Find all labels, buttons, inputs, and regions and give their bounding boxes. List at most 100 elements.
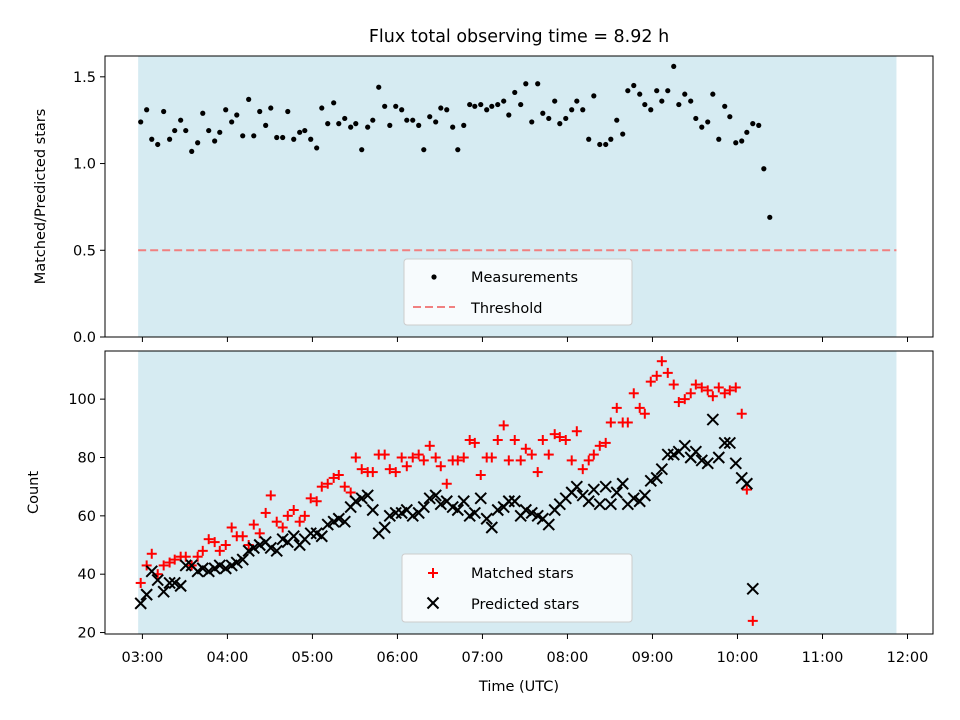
measurement-point <box>614 117 620 123</box>
matched-star-point <box>390 467 401 478</box>
predicted-star-point <box>650 471 663 485</box>
measurement-point <box>767 214 773 220</box>
measurement-point <box>399 107 405 113</box>
matched-star-point <box>690 379 701 390</box>
matched-star-point <box>622 417 633 428</box>
matched-star-point <box>520 443 531 454</box>
matched-star-point <box>696 382 707 393</box>
measurement-point <box>382 103 388 109</box>
predicted-star-point <box>451 503 464 517</box>
measurement-point <box>336 121 342 127</box>
measurement-point <box>597 141 603 148</box>
matched-star-point <box>588 449 599 460</box>
x-tick-label: 10:00 <box>717 650 759 666</box>
legend-predicted-label: Predicted stars <box>471 597 579 613</box>
matched-star-point <box>736 408 747 419</box>
matched-star-point <box>503 455 514 466</box>
matched-star-point <box>328 472 339 483</box>
measurement-point <box>206 127 212 134</box>
measurement-point <box>263 122 269 128</box>
matched-legend-marker <box>428 568 438 578</box>
measurement-point <box>161 108 167 115</box>
predicted-star-point <box>168 576 181 590</box>
matched-star-point <box>702 385 713 396</box>
matched-star-point <box>679 394 690 405</box>
measurement-point <box>648 107 654 113</box>
predicted-star-point <box>468 506 482 520</box>
measurement-point <box>325 121 331 127</box>
predicted-star-point <box>264 541 277 555</box>
measurement-point <box>167 136 173 142</box>
measurement-point <box>149 136 155 142</box>
measurement-point <box>268 105 274 111</box>
matched-star-point <box>288 505 299 516</box>
matched-star-point <box>469 437 480 448</box>
bottom-legend-box <box>401 553 633 623</box>
top-x-ticks <box>141 337 908 342</box>
predicted-star-point <box>599 480 612 493</box>
measurement-point <box>580 107 586 113</box>
matched-star-point <box>724 385 735 396</box>
matched-star-point <box>158 560 169 571</box>
measurement-point <box>608 136 614 142</box>
predicted-star-point <box>542 518 555 531</box>
matched-star-point <box>164 557 175 568</box>
matched-star-point <box>452 455 463 466</box>
predicted-star-point <box>219 562 232 575</box>
measurement-point <box>416 122 422 128</box>
measurement-point <box>574 98 580 104</box>
predicted-star-point <box>508 495 521 508</box>
matched-star-point <box>668 379 679 390</box>
measurement-point <box>506 112 512 118</box>
measurement-point <box>705 119 711 125</box>
measurement-points <box>138 63 773 220</box>
matched-star-point <box>730 382 741 393</box>
measurement-point <box>200 110 206 116</box>
measurement-point <box>722 103 728 109</box>
measurement-point <box>693 115 699 122</box>
matched-star-point <box>413 449 424 460</box>
matched-star-point <box>350 452 361 463</box>
y-tick-label: 80 <box>78 450 96 466</box>
top-y-ticks: 0.0 0.5 1.0 1.5 <box>73 70 105 346</box>
measurement-point <box>257 108 263 115</box>
x-tick-label: 06:00 <box>377 650 419 666</box>
matched-star-point <box>747 615 758 626</box>
measurement-point <box>297 129 303 135</box>
measurement-point <box>461 122 467 128</box>
measurement-point <box>529 119 535 125</box>
matched-star-point <box>554 432 565 443</box>
bottom-y-ticks: 20 40 60 80 100 <box>68 392 105 642</box>
predicted-star-point <box>706 413 720 426</box>
predicted-star-point <box>610 486 623 499</box>
predicted-star-point <box>485 521 499 534</box>
measurement-point <box>586 136 592 142</box>
measurement-point <box>535 81 541 87</box>
measurement-point <box>229 119 235 125</box>
measurement-point <box>642 101 648 108</box>
measurement-point <box>195 140 201 146</box>
predicted-star-point <box>701 457 714 470</box>
matched-star-point <box>498 420 509 431</box>
top-y-axis-label: Matched/Predicted stars <box>33 109 49 285</box>
matched-star-point <box>577 464 588 475</box>
top-panel: 0.0 0.5 1.0 1.5 Matched/Predicted stars Mea… <box>33 55 934 346</box>
measurement-point <box>450 124 456 130</box>
bottom-panel: 20 40 60 80 100 03:00 04:00 05:00 06:00 07:00 08:… <box>26 350 934 695</box>
matched-star-point <box>277 522 288 533</box>
matched-star-point <box>248 519 259 530</box>
measurement-point <box>716 136 722 142</box>
predicted-star-point <box>729 457 742 470</box>
matched-star-point <box>220 540 231 551</box>
y-tick-label: 0.5 <box>73 243 96 259</box>
measurement-point <box>591 93 597 99</box>
measurement-point <box>370 117 376 123</box>
measurement-point <box>478 101 484 108</box>
measurement-point <box>240 133 246 139</box>
measurement-point <box>761 166 767 172</box>
measurement-point <box>183 127 189 134</box>
measurement-point <box>376 84 382 90</box>
measurement-point <box>727 114 733 120</box>
measurement-point <box>603 141 609 148</box>
